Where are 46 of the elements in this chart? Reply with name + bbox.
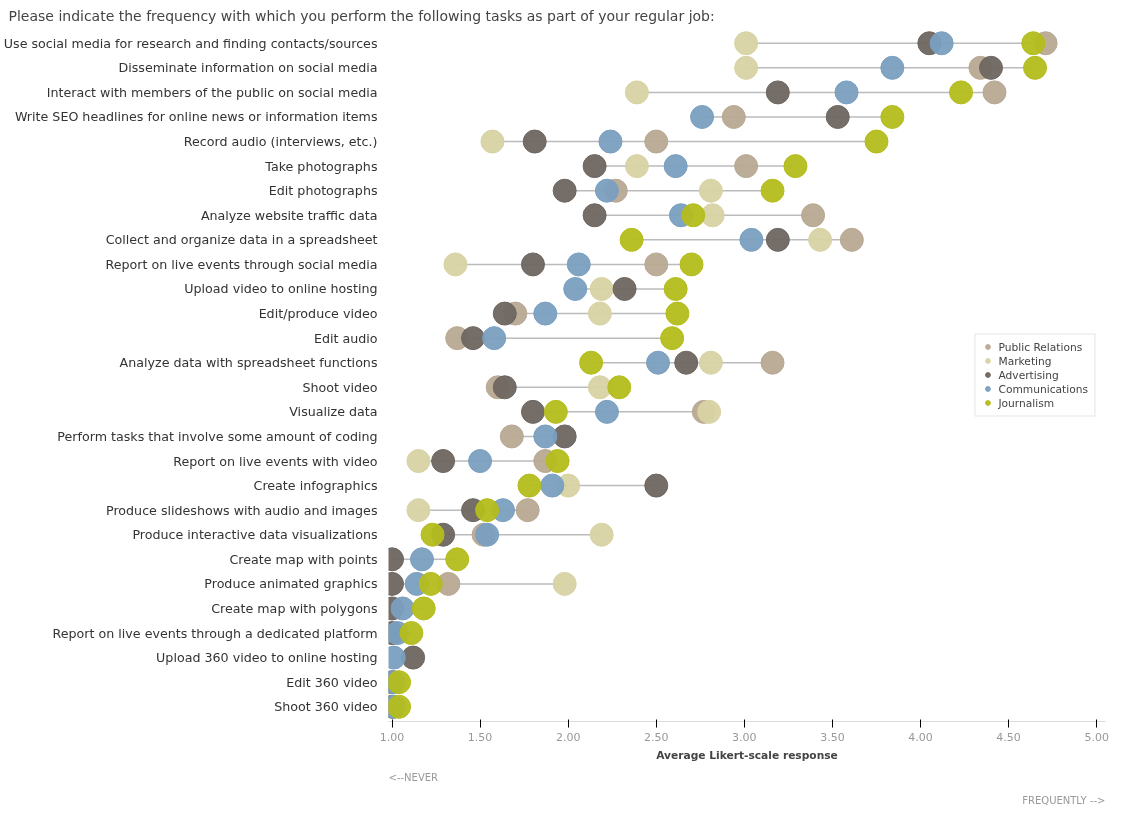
y-tick-label: Create infographics: [253, 478, 378, 494]
x-tick-label: 4.50: [996, 730, 1021, 744]
y-tick-label: Create map with polygons: [211, 600, 378, 616]
y-tick-label: Create map with points: [229, 551, 378, 567]
y-tick-label: Shoot video: [302, 379, 378, 395]
x-tick-label: 1.00: [379, 730, 405, 744]
x-tick-label: 3.50: [820, 730, 845, 744]
y-tick-label: Analyze website traffic data: [200, 207, 378, 223]
y-tick-label: Collect and organize data in a spreadsheet: [105, 232, 378, 248]
legend-label: Advertising: [998, 368, 1059, 381]
y-tick-label: Disseminate information on social media: [118, 60, 378, 76]
x-tick-label: 3.00: [732, 730, 757, 744]
legend-label: Marketing: [998, 354, 1052, 367]
x-axis-title: Average Likert-scale response: [656, 748, 838, 762]
x-tick-label: 2.50: [644, 730, 669, 744]
y-tick-label: Produce animated graphics: [204, 576, 378, 592]
y-tick-label: Report on live events through a dedicated platform: [52, 625, 378, 641]
legend-label: Communications: [998, 382, 1088, 395]
y-tick-label: Edit/produce video: [258, 306, 378, 322]
y-tick-label: Use social media for research and finding contacts/sources: [3, 35, 378, 51]
y-tick-label: Visualize data: [289, 404, 378, 420]
y-tick-label: Upload video to online hosting: [184, 281, 378, 297]
y-tick-label: Edit photographs: [268, 183, 378, 199]
y-tick-label: Upload 360 video to online hosting: [156, 650, 378, 666]
x-tick-label: 5.00: [1084, 730, 1109, 744]
y-tick-label: Shoot 360 video: [274, 699, 378, 715]
text: <--NEVER: [388, 771, 439, 783]
legend-label: Journalism: [998, 396, 1055, 409]
y-tick-label: Perform tasks that involve some amount of coding: [57, 428, 378, 444]
chart-title: Please indicate the frequency with which you perform the following tasks as part of your regular job:: [8, 7, 715, 24]
x-tick-label: 4.00: [908, 730, 933, 744]
legend-label: Public Relations: [998, 340, 1083, 353]
y-tick-label: Analyze data with spreadsheet functions: [119, 355, 378, 371]
y-tick-label: Report on live events through social media: [105, 256, 378, 272]
y-tick-label: Produce interactive data visualizations: [132, 527, 378, 543]
y-tick-label: Report on live events with video: [173, 453, 378, 469]
y-tick-label: Write SEO headlines for online news or information items: [14, 109, 378, 125]
x-tick-label: 2.00: [555, 730, 581, 744]
y-tick-label: Edit audio: [313, 330, 378, 346]
x-tick-label: 1.50: [467, 730, 493, 744]
y-tick-label: Take photographs: [264, 158, 378, 174]
y-tick-label: Produce slideshows with audio and images: [106, 502, 378, 518]
y-tick-label: Interact with members of the public on social media: [46, 84, 378, 100]
y-tick-label: Edit 360 video: [286, 674, 378, 690]
text: FREQUENTLY -->: [1022, 794, 1106, 806]
y-tick-label: Record audio (interviews, etc.): [183, 134, 378, 150]
